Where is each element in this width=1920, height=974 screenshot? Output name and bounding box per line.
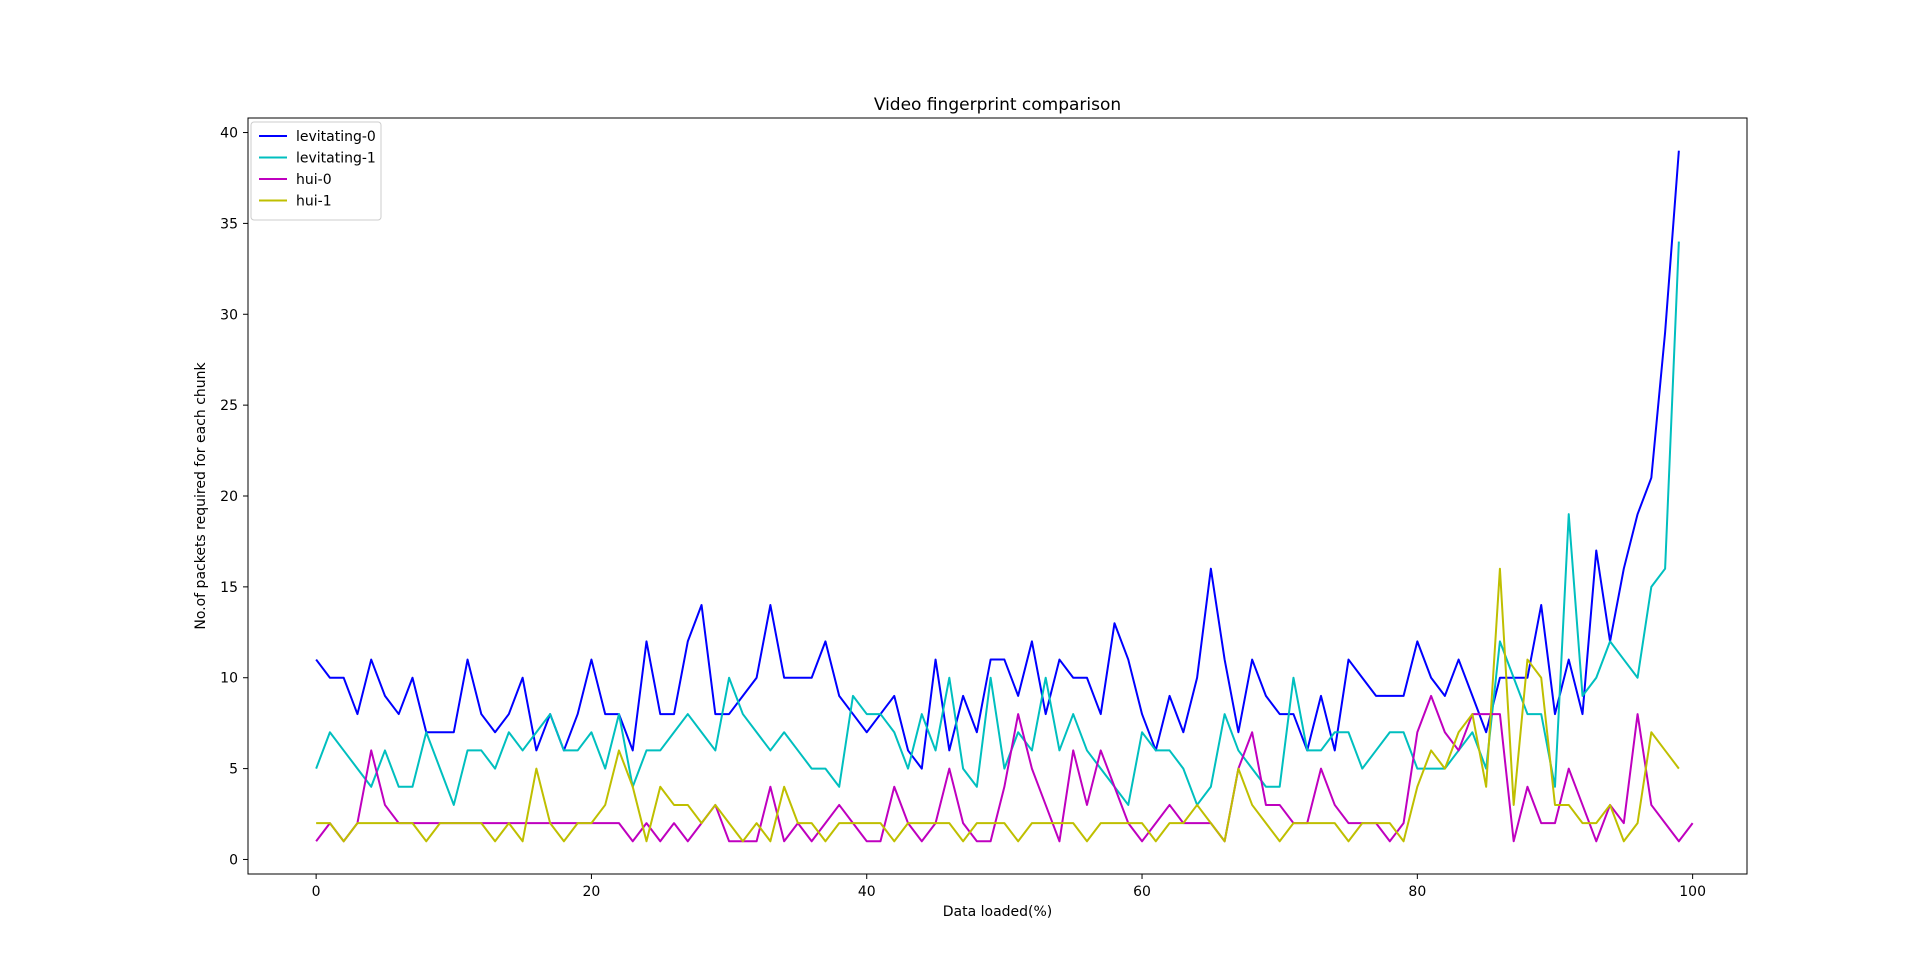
y-tick-label: 25 [220,398,238,414]
legend-label: levitating-0 [296,129,376,145]
x-tick-label: 20 [583,884,601,900]
x-axis: 0 20 40 60 80 100 [312,874,1706,900]
legend-box [250,121,382,221]
y-tick-label: 0 [229,852,238,868]
y-tick-label: 35 [220,216,238,232]
x-tick-label: 60 [1133,884,1151,900]
legend-label: hui-0 [296,172,332,188]
chart-title: Video fingerprint comparison [874,95,1121,115]
x-tick-label: 40 [858,884,876,900]
y-axis-label: No.of packets required for each chunk [193,361,209,629]
y-tick-label: 20 [220,489,238,505]
x-axis-label: Data loaded(%) [943,904,1053,920]
y-tick-label: 5 [229,762,238,778]
legend-label: hui-1 [296,194,332,210]
series-group [315,150,1694,843]
y-axis: 0 5 10 15 20 25 30 35 40 [220,126,248,868]
y-tick-label: 30 [220,307,238,323]
series-line-levitating-1 [315,241,1680,806]
x-tick-label: 80 [1408,884,1426,900]
x-tick-label: 0 [312,884,321,900]
legend: levitating-0 levitating-1 hui-0 hui-1 [250,121,382,221]
x-tick-label: 100 [1679,884,1706,900]
legend-label: levitating-1 [296,151,376,167]
series-line-hui-1 [316,567,1680,843]
series-line-hui-0 [315,694,1694,843]
y-tick-label: 40 [220,126,238,142]
y-tick-label: 15 [220,580,238,596]
series-line-levitating-0 [315,150,1680,770]
y-tick-label: 10 [220,671,238,687]
